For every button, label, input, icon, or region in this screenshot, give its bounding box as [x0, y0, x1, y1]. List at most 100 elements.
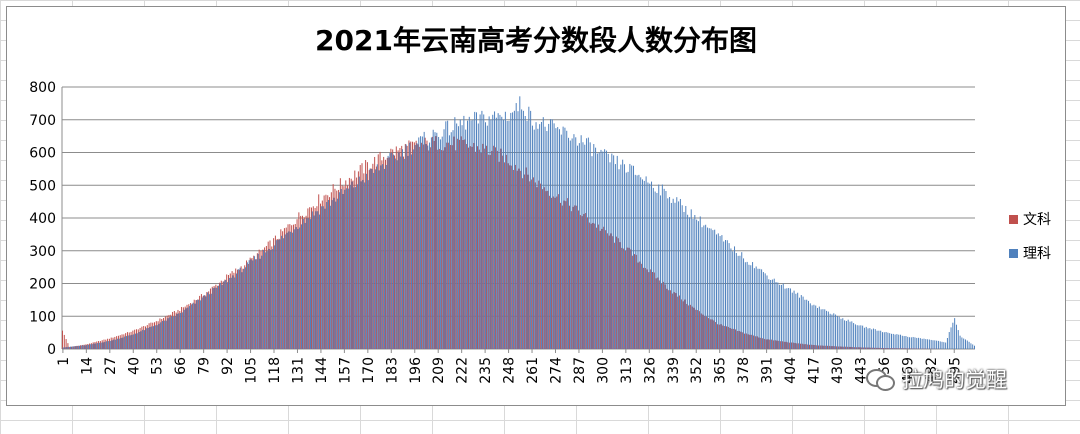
chart-frame[interactable]: 2021年云南高考分数段人数分布图 0 100 200 300 400 500 600 700…	[6, 6, 1066, 406]
bar	[812, 344, 814, 349]
bar	[779, 284, 781, 349]
bar	[676, 197, 678, 349]
x-tick-label: 482	[924, 357, 940, 384]
x-tick-label: 404	[783, 357, 799, 384]
bar	[66, 347, 68, 349]
bar	[457, 138, 459, 349]
bar	[652, 272, 654, 349]
bar	[407, 155, 409, 349]
bar	[81, 344, 83, 349]
bar	[614, 164, 616, 349]
bar	[840, 318, 842, 349]
bar	[724, 326, 726, 349]
bar	[677, 296, 679, 349]
bar	[822, 309, 824, 349]
bar	[632, 165, 634, 349]
bar	[102, 342, 104, 349]
bar	[430, 147, 432, 349]
bar	[373, 172, 375, 349]
bar	[389, 153, 391, 349]
bar	[509, 165, 511, 349]
bar	[578, 210, 580, 349]
bar	[752, 262, 754, 349]
bar	[742, 332, 744, 349]
bar	[375, 166, 377, 349]
bar	[698, 311, 700, 349]
bar	[817, 307, 819, 349]
bar	[444, 147, 446, 349]
bar	[662, 281, 664, 349]
legend-swatch-wenke	[1009, 214, 1018, 224]
bar	[252, 260, 254, 349]
bar	[726, 326, 727, 349]
watermark-text: 拉鸠的觉醒	[902, 368, 1007, 392]
bar	[871, 329, 873, 349]
bar	[421, 142, 423, 349]
bar	[733, 328, 735, 349]
bar	[693, 307, 695, 349]
x-tick-label: 196	[408, 357, 424, 384]
bar	[950, 327, 952, 349]
bar	[786, 288, 788, 349]
bar	[533, 129, 535, 349]
bar	[261, 255, 263, 349]
bar	[685, 205, 687, 349]
bar	[656, 192, 658, 349]
bar	[225, 279, 227, 349]
bar	[849, 321, 851, 349]
bar	[435, 136, 437, 349]
bar	[767, 339, 769, 349]
bar	[751, 334, 753, 349]
bar	[858, 325, 860, 349]
bar	[783, 341, 785, 349]
bar	[828, 345, 830, 349]
bar	[891, 333, 892, 349]
bar	[859, 347, 861, 349]
bar	[218, 282, 220, 349]
bar	[410, 141, 412, 349]
bar	[436, 132, 438, 349]
bar	[336, 190, 338, 349]
bar	[145, 328, 147, 349]
bar	[757, 268, 759, 349]
bar	[480, 153, 482, 349]
bar	[652, 187, 654, 349]
bar	[659, 280, 661, 349]
bar	[910, 348, 912, 349]
bar	[564, 127, 566, 349]
bar	[814, 345, 816, 349]
bar	[717, 233, 719, 349]
bar	[399, 148, 401, 349]
bar	[507, 163, 509, 349]
bar	[95, 343, 97, 349]
bar	[642, 179, 643, 349]
bar	[930, 339, 932, 349]
bar	[748, 264, 750, 349]
bar	[704, 316, 706, 349]
bar	[619, 242, 621, 349]
x-tick-label: 118	[267, 357, 283, 384]
bar	[491, 150, 493, 349]
bar	[808, 300, 809, 349]
bar	[78, 345, 80, 349]
bar	[230, 277, 232, 349]
bar	[120, 337, 122, 349]
bar	[126, 332, 128, 349]
bar	[526, 120, 528, 350]
bar	[706, 227, 708, 349]
bar	[630, 249, 632, 349]
bar	[164, 316, 166, 349]
bar	[557, 127, 559, 349]
bar	[829, 313, 831, 349]
bar	[486, 125, 488, 349]
bar	[764, 273, 766, 349]
bar	[716, 324, 718, 349]
bar	[741, 252, 743, 349]
bar	[508, 120, 510, 349]
bar	[573, 134, 575, 349]
bar	[370, 168, 372, 349]
bar	[798, 343, 800, 349]
bar	[118, 338, 120, 349]
bar	[282, 238, 284, 349]
bar	[133, 334, 135, 349]
